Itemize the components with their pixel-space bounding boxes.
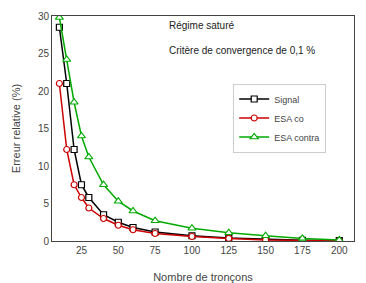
svg-text:0: 0: [43, 236, 49, 247]
svg-text:ESA contra: ESA contra: [274, 133, 319, 143]
svg-text:10: 10: [38, 161, 50, 172]
svg-text:175: 175: [294, 245, 311, 256]
svg-text:Erreur relative (%): Erreur relative (%): [10, 84, 22, 173]
svg-text:ESA co: ESA co: [274, 114, 304, 124]
svg-text:50: 50: [113, 245, 125, 256]
svg-text:Critère de convergence de 0,1: Critère de convergence de 0,1 %: [169, 45, 315, 56]
svg-text:100: 100: [184, 245, 201, 256]
svg-text:200: 200: [331, 245, 348, 256]
svg-text:25: 25: [76, 245, 88, 256]
svg-text:Régime saturé: Régime saturé: [169, 20, 234, 31]
svg-text:30: 30: [38, 11, 50, 22]
svg-text:Signal: Signal: [274, 95, 299, 105]
svg-text:150: 150: [257, 245, 274, 256]
svg-text:75: 75: [150, 245, 162, 256]
svg-text:125: 125: [220, 245, 237, 256]
svg-text:25: 25: [38, 48, 50, 59]
svg-text:15: 15: [38, 123, 50, 134]
svg-text:20: 20: [38, 86, 50, 97]
svg-text:Nombre de tronçons: Nombre de tronçons: [153, 271, 253, 283]
svg-text:5: 5: [43, 198, 49, 209]
